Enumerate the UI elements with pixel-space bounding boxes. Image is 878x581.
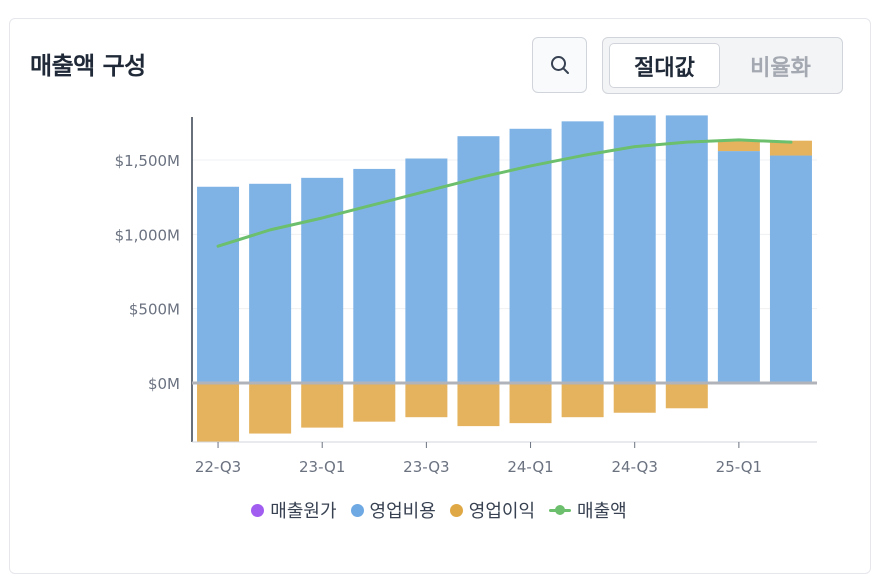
- legend-item-cost-of-sales[interactable]: 매출원가: [251, 497, 337, 523]
- bar-operating-income: [405, 383, 448, 418]
- search-button[interactable]: [532, 37, 587, 93]
- legend-label: 영업이익: [468, 501, 536, 522]
- view-mode-toggle: 절대값 비율화: [602, 37, 843, 94]
- x-tick-label: 23-Q3: [403, 458, 449, 476]
- bar-operating-expense: [613, 115, 656, 384]
- legend-swatch: [449, 503, 463, 517]
- legend-item-revenue[interactable]: 매출액: [549, 497, 627, 523]
- search-icon: [550, 56, 569, 74]
- bar-operating-income: [665, 383, 708, 409]
- y-tick-label: $0M: [148, 375, 180, 393]
- revenue-line: [216, 138, 793, 248]
- x-tick-label: 22-Q3: [195, 458, 241, 476]
- bar-operating-income: [457, 383, 500, 427]
- toggle-absolute[interactable]: 절대값: [609, 43, 720, 88]
- bar-operating-expense: [561, 121, 604, 383]
- bar-operating-expense: [301, 177, 344, 383]
- legend-label: 영업비용: [369, 501, 436, 522]
- y-tick-label: $500M: [129, 301, 180, 319]
- bar-operating-income: [301, 383, 344, 428]
- bar-operating-expense: [197, 186, 240, 383]
- legend-swatch: [549, 504, 572, 517]
- bar-operating-expense: [717, 151, 760, 383]
- y-tick-label: $1,500M: [115, 152, 180, 170]
- legend-item-operating-expense[interactable]: 영업비용: [350, 497, 436, 523]
- y-tick-label: $1,000M: [115, 226, 180, 244]
- legend-label: 매출액: [577, 501, 627, 522]
- bar-operating-income: [717, 140, 760, 152]
- chart-title: 매출액 구성: [30, 52, 146, 80]
- bar-operating-income: [249, 383, 292, 434]
- bar-operating-expense: [249, 183, 292, 383]
- bar-operating-expense: [509, 128, 552, 383]
- x-tick-label: 24-Q3: [612, 458, 658, 476]
- legend-swatch: [350, 503, 364, 517]
- toggle-ratio[interactable]: 비율화: [750, 55, 811, 81]
- legend-item-operating-income[interactable]: 영업이익: [449, 497, 536, 523]
- bar-operating-income: [613, 383, 656, 413]
- chart-legend: 매출원가 영업비용 영업이익 매출액: [0, 497, 878, 523]
- legend-swatch: [251, 503, 265, 517]
- x-tick-label: 24-Q1: [507, 458, 553, 476]
- bar-operating-income: [561, 383, 604, 418]
- bar-operating-expense: [665, 115, 708, 384]
- x-tick-label: 25-Q1: [716, 458, 762, 476]
- bar-operating-income: [353, 383, 396, 422]
- bar-operating-income: [509, 383, 552, 424]
- x-tick-label: 23-Q1: [299, 458, 345, 476]
- bar-operating-expense: [769, 155, 812, 383]
- legend-label: 매출원가: [270, 501, 337, 522]
- bar-operating-income: [769, 140, 812, 156]
- bar-operating-income: [197, 383, 240, 443]
